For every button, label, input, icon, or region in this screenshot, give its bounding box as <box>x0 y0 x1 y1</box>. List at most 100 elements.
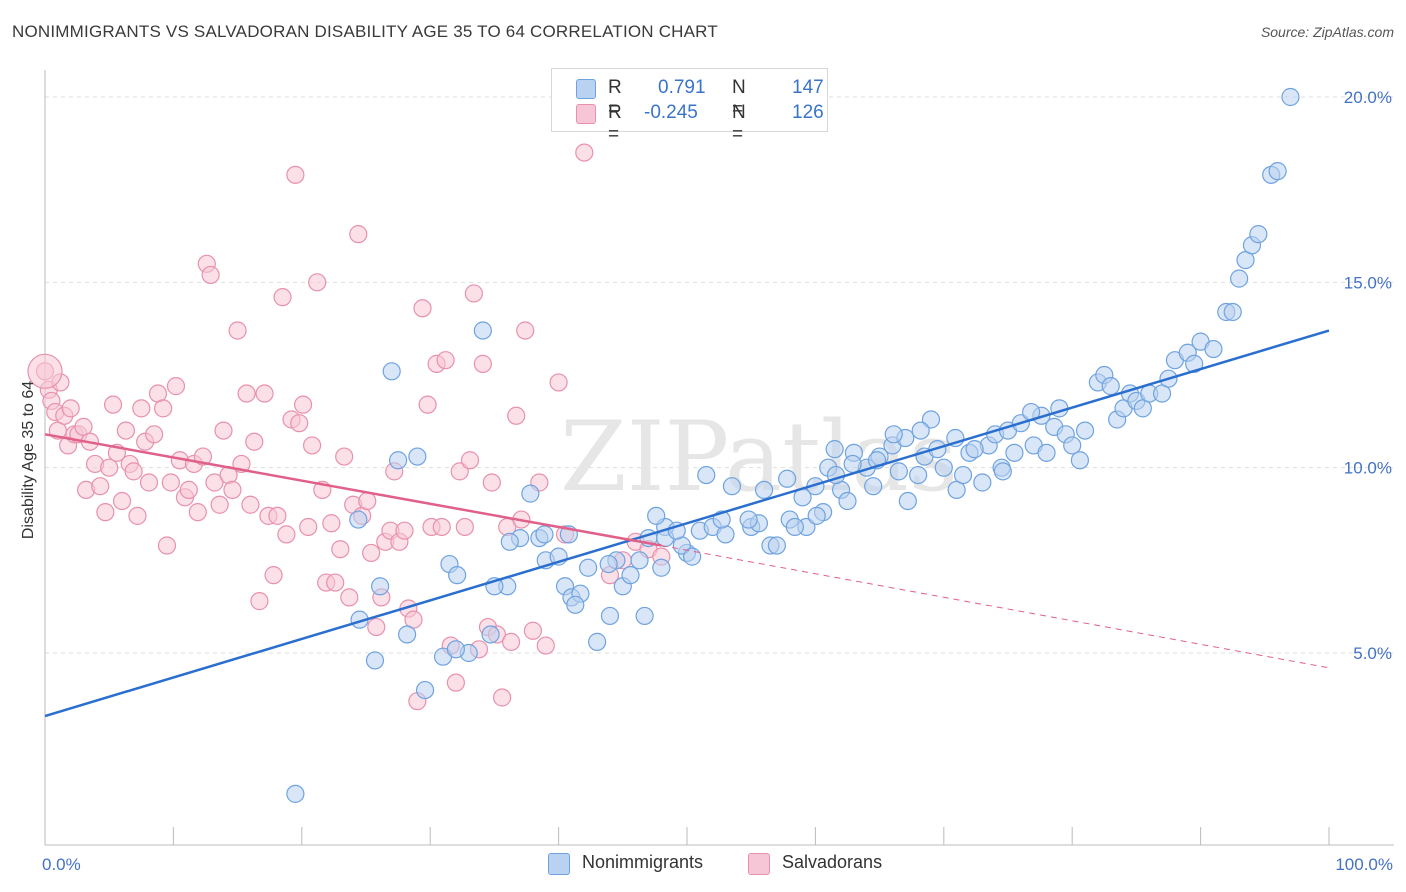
data-point <box>228 321 247 340</box>
data-point <box>599 554 618 574</box>
data-point <box>166 377 186 396</box>
data-point <box>100 458 119 477</box>
data-point <box>326 573 345 592</box>
trend-lines <box>44 329 1330 718</box>
data-point <box>446 640 465 659</box>
data-point <box>535 525 554 544</box>
source-label: Source: ZipAtlas.com <box>1260 24 1394 40</box>
data-point <box>139 473 159 492</box>
data-point <box>460 451 480 470</box>
nonimmigrants-legend-swatch <box>548 853 570 875</box>
correlation-legend: R = 0.791 N = 147 R = -0.245 N = 126 <box>551 68 828 145</box>
data-point <box>683 547 702 566</box>
data-point <box>630 551 649 570</box>
data-point <box>536 636 555 655</box>
data-point <box>188 503 207 522</box>
data-point <box>293 395 313 414</box>
data-point <box>389 451 408 470</box>
data-point <box>652 558 671 577</box>
data-point <box>482 473 501 492</box>
data-point <box>397 625 417 644</box>
data-point <box>549 373 568 392</box>
data-point <box>464 284 483 303</box>
data-point <box>473 321 492 340</box>
data-point <box>455 517 474 537</box>
x-tick-label: 100.0% <box>1335 855 1393 874</box>
data-point <box>128 506 147 525</box>
data-point <box>500 532 519 551</box>
y-tick-label: 15.0% <box>1344 273 1392 292</box>
data-point <box>371 577 390 596</box>
legend-r-label: R = <box>608 77 622 120</box>
data-point-large <box>27 353 63 389</box>
salvadorans-legend-label: Salvadorans <box>782 852 883 872</box>
data-point <box>921 410 941 429</box>
data-point <box>635 606 654 626</box>
data-point <box>521 484 540 503</box>
data-point <box>1075 421 1095 440</box>
data-point <box>362 543 381 563</box>
data-point <box>450 462 469 481</box>
data-point <box>415 680 435 700</box>
data-point <box>1230 269 1249 288</box>
data-point <box>223 480 242 500</box>
data-point <box>716 525 735 544</box>
data-point <box>1249 225 1268 244</box>
data-point <box>1223 302 1242 322</box>
data-point <box>1281 87 1300 107</box>
salvadorans-legend-swatch <box>748 853 770 875</box>
data-point <box>843 454 862 474</box>
data-point <box>413 299 432 318</box>
data-point <box>299 517 318 537</box>
data-point <box>1185 354 1204 373</box>
data-point <box>349 225 368 244</box>
data-point <box>953 465 973 485</box>
data-point <box>382 362 401 381</box>
data-point <box>722 477 742 496</box>
data-point <box>473 354 492 373</box>
data-point <box>993 462 1012 481</box>
data-point <box>911 421 930 440</box>
data-point <box>507 406 526 425</box>
data-point <box>179 480 198 500</box>
data-point <box>767 536 786 555</box>
data-point <box>96 503 115 522</box>
data-point <box>481 625 500 644</box>
data-point <box>145 425 164 444</box>
data-point <box>778 469 797 488</box>
data-point <box>154 399 173 418</box>
data-point <box>621 566 640 585</box>
data-point <box>290 414 309 433</box>
data-point <box>973 473 992 492</box>
data-point <box>358 491 377 511</box>
tick-labels: 5.0% 10.0% 15.0% 20.0% 0.0% 100.0% <box>42 88 1393 874</box>
data-point <box>1268 162 1287 181</box>
data-point <box>600 606 620 626</box>
data-point <box>241 495 260 514</box>
data-point <box>1005 443 1024 462</box>
data-point <box>132 399 151 418</box>
legend-r-value-salvadorans: -0.245 <box>644 102 698 123</box>
data-point <box>884 425 903 444</box>
data-point <box>116 421 135 440</box>
data-point <box>124 462 143 481</box>
data-point <box>697 465 716 485</box>
grid-lines <box>45 96 1394 654</box>
data-point <box>286 165 305 184</box>
data-point <box>331 540 350 559</box>
legend-n-value-salvadorans: 126 <box>792 102 824 123</box>
data-point <box>157 536 177 555</box>
data-point <box>349 510 368 529</box>
nonimmigrants-trend-line <box>44 329 1330 718</box>
y-tick-label: 20.0% <box>1344 88 1392 107</box>
data-point <box>61 399 80 418</box>
y-tick-label: 10.0% <box>1344 459 1392 478</box>
data-point <box>523 621 543 640</box>
data-point <box>322 514 341 533</box>
data-point <box>255 384 274 403</box>
data-point <box>493 688 512 707</box>
data-point <box>112 491 132 511</box>
legend-r-value-nonimmigrants: 0.791 <box>658 77 706 98</box>
data-point <box>579 558 598 577</box>
